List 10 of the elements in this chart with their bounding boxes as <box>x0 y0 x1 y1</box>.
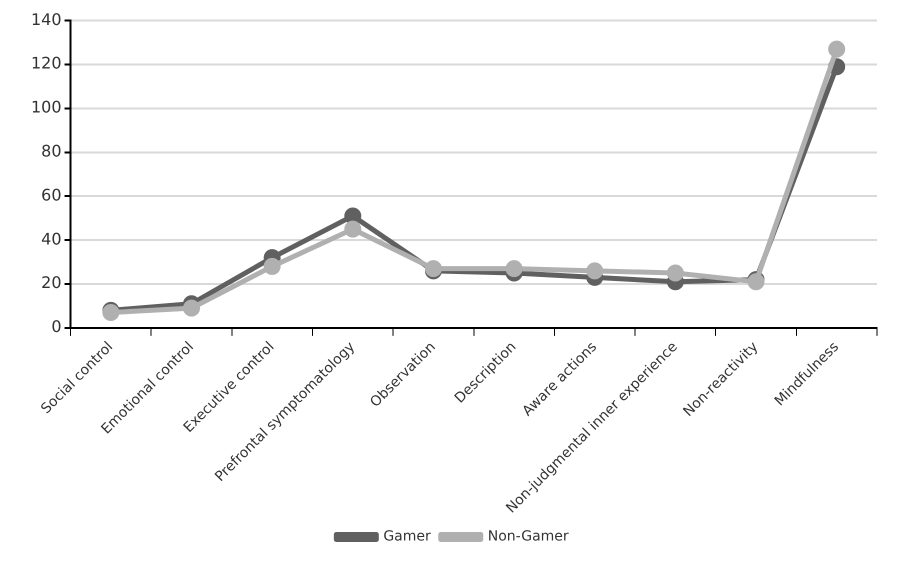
y-tick-label: 40 <box>41 229 62 248</box>
y-tick-label: 140 <box>30 10 62 29</box>
y-tick-label: 100 <box>30 98 62 117</box>
y-tick-label: 0 <box>51 317 62 336</box>
y-tick-label: 120 <box>30 54 62 73</box>
y-tick-label: 80 <box>41 141 62 160</box>
legend-label: Non-Gamer <box>488 528 569 545</box>
y-tick-label: 20 <box>41 273 62 292</box>
legend-label: Gamer <box>383 528 432 545</box>
y-tick-label: 60 <box>41 185 62 204</box>
